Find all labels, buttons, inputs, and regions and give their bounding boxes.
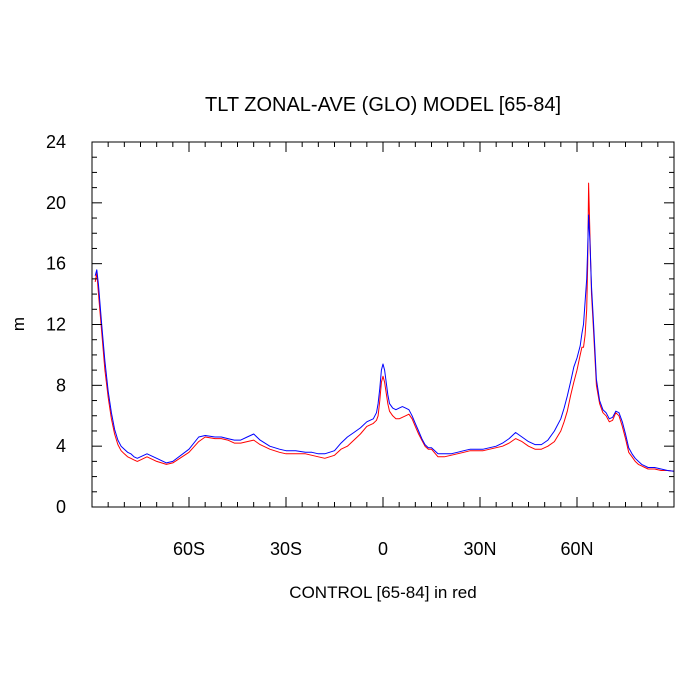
y-axis-label: m [9, 317, 28, 331]
series-layer [94, 182, 675, 472]
y-tick-label: 4 [56, 436, 66, 456]
y-tick-label: 8 [56, 375, 66, 395]
plot-frame [91, 141, 675, 508]
y-tick-label: 0 [56, 497, 66, 517]
y-tick-label: 16 [46, 254, 66, 274]
series-line-1 [94, 182, 675, 472]
y-tick-label: 24 [46, 132, 66, 152]
y-tick-label: 20 [46, 193, 66, 213]
x-tick-label: 60N [560, 539, 593, 559]
y-tick-label: 12 [46, 315, 66, 335]
chart-title: TLT ZONAL-AVE (GLO) MODEL [65-84] [205, 94, 561, 116]
series-line-2 [94, 214, 675, 472]
x-tick-label: 30N [463, 539, 496, 559]
ticks-layer: 60S 30S 0 30N 60N 0 4 8 12 16 20 24 [46, 132, 674, 559]
x-tick-label: 30S [270, 539, 302, 559]
x-axis-label: CONTROL [65-84] in red [289, 583, 476, 602]
x-tick-label: 0 [378, 539, 388, 559]
x-tick-label: 60S [173, 539, 205, 559]
